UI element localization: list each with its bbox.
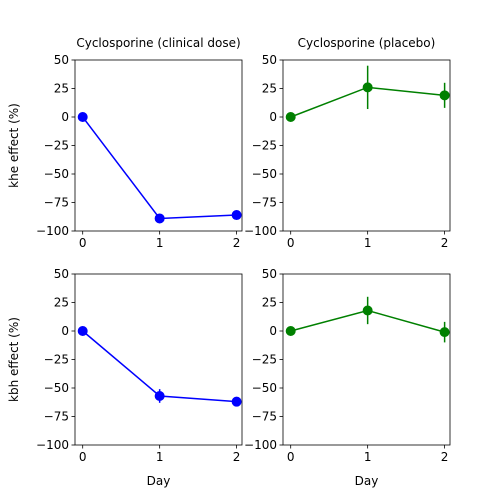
x-tick-label: 0: [287, 236, 295, 250]
panel-2: −100 −75 −50 −25 0 25 50 0 1 2 Cyclosporine (place…: [244, 36, 451, 250]
data-point: [362, 82, 373, 93]
y-tick-label: 25: [54, 296, 69, 310]
panel-4: −100 −75 −50 −25 0 25 50 0 1 2 Day: [244, 267, 451, 488]
x-axis-label: Day: [147, 474, 171, 488]
y-tick-label: −100: [244, 438, 277, 452]
y-tick-label: −75: [252, 196, 277, 210]
y-tick-label: −75: [44, 196, 69, 210]
y-tick-label: −100: [244, 224, 277, 238]
y-tick-label: 50: [262, 267, 277, 281]
panel-title: Cyclosporine (clinical dose): [76, 36, 240, 50]
x-tick-label: 0: [287, 450, 295, 464]
axes-frame: [74, 273, 243, 446]
x-tick-label: 2: [233, 450, 241, 464]
panel-1: −100 −75 −50 −25 0 25 50 0 1 2 Cyclosporine (clini…: [7, 36, 243, 250]
y-tick-label: −25: [252, 353, 277, 367]
y-tick-label: −25: [252, 139, 277, 153]
data-point: [285, 112, 296, 122]
y-tick-label: 50: [54, 53, 69, 67]
y-tick-label: 25: [54, 82, 69, 96]
x-tick-label: 0: [79, 236, 87, 250]
y-tick-label: −100: [36, 224, 69, 238]
x-tick-label: 1: [156, 450, 164, 464]
y-tick-label: 0: [269, 110, 277, 124]
y-tick-label: −75: [44, 410, 69, 424]
data-point: [77, 112, 88, 122]
axes-frame: [74, 59, 243, 232]
y-tick-label: −50: [252, 167, 277, 181]
data-point: [154, 390, 165, 401]
y-tick-label: 25: [262, 82, 277, 96]
x-tick-label: 2: [233, 236, 241, 250]
axes-frame: [282, 273, 451, 446]
data-point: [231, 210, 242, 221]
y-tick-label: 50: [54, 267, 69, 281]
x-tick-label: 0: [79, 450, 87, 464]
data-point: [439, 90, 450, 101]
panel-title: Cyclosporine (placebo): [298, 36, 436, 50]
data-point: [285, 326, 296, 336]
panel-3: −100 −75 −50 −25 0 25 50 0 1 2 kbh effect (%) Day: [7, 267, 243, 488]
y-tick-label: 0: [61, 324, 69, 338]
y-tick-label: −25: [44, 353, 69, 367]
x-tick-label: 2: [441, 236, 449, 250]
y-tick-label: −50: [252, 381, 277, 395]
y-axis-label: kbh effect (%): [7, 317, 21, 402]
x-axis-label: Day: [355, 474, 379, 488]
y-tick-label: −75: [252, 410, 277, 424]
y-tick-label: −25: [44, 139, 69, 153]
y-axis-label: khe effect (%): [7, 103, 21, 188]
series-line: [82, 116, 237, 220]
data-point: [154, 213, 165, 224]
data-point: [439, 327, 450, 338]
y-tick-label: 25: [262, 296, 277, 310]
x-tick-label: 1: [156, 236, 164, 250]
y-tick-label: −100: [36, 438, 69, 452]
x-tick-label: 1: [364, 450, 372, 464]
y-tick-label: 0: [61, 110, 69, 124]
x-tick-label: 2: [441, 450, 449, 464]
y-tick-label: 50: [262, 53, 277, 67]
y-tick-label: 0: [269, 324, 277, 338]
x-tick-label: 1: [364, 236, 372, 250]
y-tick-label: −50: [44, 381, 69, 395]
y-tick-label: −50: [44, 167, 69, 181]
data-point: [77, 326, 88, 336]
data-point: [231, 396, 242, 407]
data-point: [362, 305, 373, 316]
